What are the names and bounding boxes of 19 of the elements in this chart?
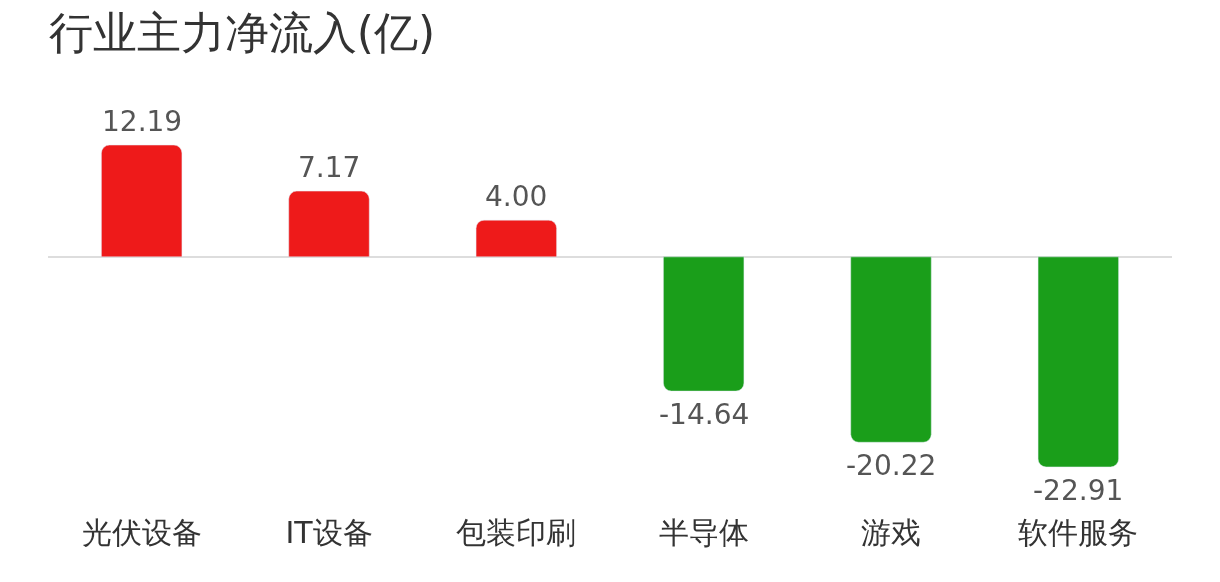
data-label: -14.64	[659, 398, 750, 431]
bar	[1037, 256, 1119, 468]
data-label: -22.91	[1033, 474, 1124, 507]
chart-title: 行业主力净流入(亿)	[48, 7, 436, 59]
bar	[663, 256, 745, 392]
x-tick-label: 光伏设备	[81, 515, 202, 550]
data-label: 4.00	[485, 180, 548, 213]
bar	[101, 144, 183, 258]
x-tick-label: 游戏	[861, 515, 921, 550]
bar	[288, 190, 370, 258]
x-tick-label: 半导体	[658, 515, 749, 550]
bar	[475, 219, 557, 258]
x-tick-label: 包装印刷	[456, 515, 577, 550]
data-label: 12.19	[102, 105, 183, 138]
x-tick-label: 软件服务	[1018, 515, 1139, 550]
data-label: -20.22	[846, 449, 937, 482]
x-tick-label: IT设备	[285, 515, 373, 550]
bar	[850, 256, 932, 443]
data-label: 7.17	[298, 151, 361, 184]
